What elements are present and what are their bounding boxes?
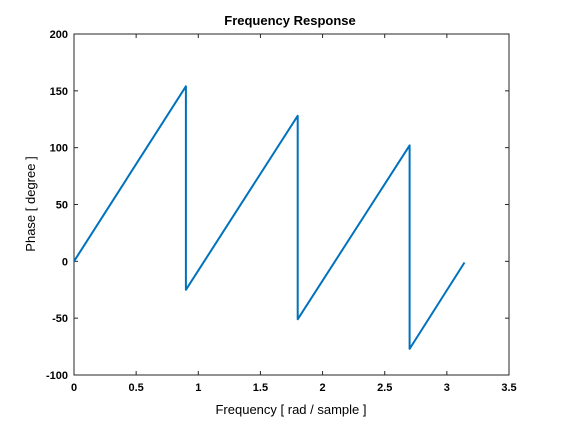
chart-title: Frequency Response — [224, 13, 356, 28]
y-tick-label: 200 — [50, 29, 68, 41]
x-tick-label: 0 — [71, 382, 77, 394]
y-axis: 200 150 100 50 0 -50 -100 — [46, 29, 509, 382]
y-tick-label: 100 — [50, 143, 68, 155]
y-tick-label: 50 — [56, 200, 68, 212]
x-tick-label: 1 — [195, 382, 201, 394]
y-tick-label: 150 — [50, 86, 68, 98]
x-tick-label: 1.5 — [253, 382, 268, 394]
y-tick-label: 0 — [62, 256, 68, 268]
y-tick-label: -100 — [46, 370, 68, 382]
x-tick-label: 2.5 — [377, 382, 392, 394]
x-axis-label: Frequency [ rad / sample ] — [215, 402, 366, 417]
x-tick-label: 0.5 — [128, 382, 143, 394]
phase-series-line — [73, 85, 466, 350]
y-tick-label: -50 — [52, 313, 68, 325]
x-axis: 0 0.5 1 1.5 2 2.5 3 3.5 — [71, 34, 517, 394]
plot-area — [73, 33, 510, 376]
x-tick-label: 3 — [444, 382, 450, 394]
y-axis-label: Phase [ degree ] — [23, 156, 38, 251]
x-tick-label: 2 — [320, 382, 326, 394]
x-tick-label: 3.5 — [501, 382, 516, 394]
